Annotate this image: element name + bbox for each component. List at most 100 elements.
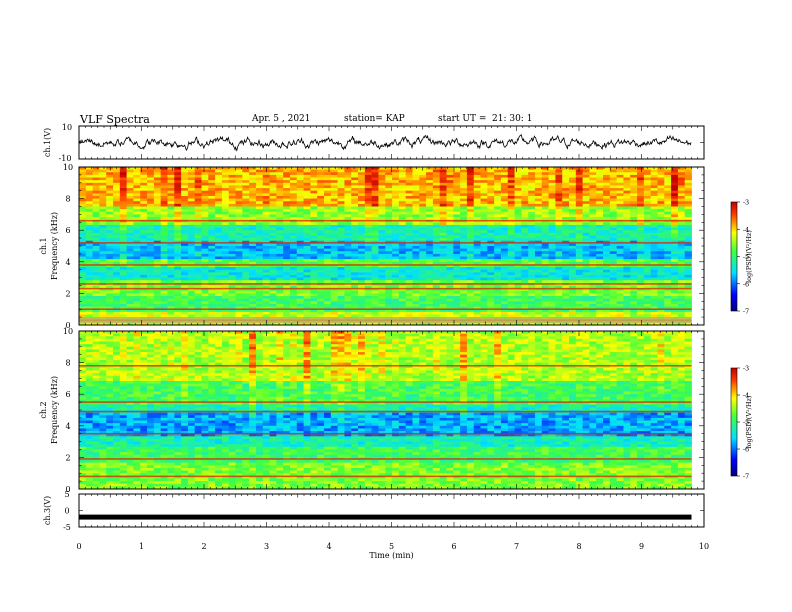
spectrogram-cell xyxy=(432,195,441,199)
spectrogram-cell xyxy=(330,309,339,313)
spectrogram-cell xyxy=(616,195,624,199)
spectrogram-cell xyxy=(208,185,216,189)
spectrogram-cell xyxy=(507,301,515,305)
spectrogram-cell xyxy=(603,174,611,178)
spectrogram-cell xyxy=(657,195,665,199)
spectrogram-cell xyxy=(255,201,264,205)
spectrogram-cell xyxy=(385,290,393,294)
spectrogram-cell xyxy=(684,303,692,307)
spectrogram-cell xyxy=(596,253,604,257)
spectrogram-cell xyxy=(378,190,386,194)
spectrogram-cell xyxy=(569,172,577,176)
spectrogram-cell xyxy=(167,311,175,315)
spectrogram-cell xyxy=(623,227,631,231)
spectrogram-cell xyxy=(385,261,393,265)
spectrogram-cell xyxy=(153,269,162,273)
spectrogram-cell xyxy=(500,251,509,255)
spectrogram-cell xyxy=(358,238,366,242)
spectrogram-cell xyxy=(249,280,257,284)
spectrogram-cell xyxy=(507,264,515,268)
spectrogram-cell xyxy=(473,209,481,213)
spectrogram-cell xyxy=(664,251,672,255)
spectrogram-cell xyxy=(208,298,216,302)
spectrogram-cell xyxy=(643,185,652,189)
spectrogram-cell xyxy=(317,290,325,294)
spectrogram-cell xyxy=(140,269,148,273)
spectrogram-cell xyxy=(126,198,134,202)
spectrogram-cell xyxy=(630,193,638,197)
spectrogram-cell xyxy=(609,248,618,252)
spectrogram-cell xyxy=(616,298,624,302)
spectrogram-cell xyxy=(548,256,556,260)
spectrogram-cell xyxy=(650,248,658,252)
spectrogram-cell xyxy=(643,188,652,192)
spectrogram-cell xyxy=(119,195,128,199)
spectrogram-cell xyxy=(276,190,284,194)
spectrogram-cell xyxy=(405,195,413,199)
spectrogram-cell xyxy=(174,259,182,263)
spectrogram-cell xyxy=(582,232,590,236)
spectrogram-cell xyxy=(453,293,461,297)
spectrogram-cell xyxy=(330,201,339,205)
spectrogram-cell xyxy=(249,238,257,242)
spectrogram-cell xyxy=(317,301,325,305)
spectrogram-cell xyxy=(92,230,100,234)
spectrogram-cell xyxy=(371,243,379,247)
spectrogram-cell xyxy=(541,272,549,276)
spectrogram-cell xyxy=(337,267,345,271)
spectrogram-cell xyxy=(657,303,665,307)
spectrogram-cell xyxy=(235,293,243,297)
spectrogram-cell xyxy=(269,243,277,247)
spectrogram-cell xyxy=(303,190,311,194)
spectrogram-cell xyxy=(569,190,577,194)
spectrogram-cell xyxy=(167,185,175,189)
spectrogram-cell xyxy=(126,243,134,247)
spectrogram-cell xyxy=(555,285,563,289)
spectrogram-cell xyxy=(609,214,618,218)
spectrogram-cell xyxy=(337,177,345,181)
spectrogram-cell xyxy=(650,211,658,215)
spectrogram-cell xyxy=(671,256,679,260)
spectrogram-cell xyxy=(684,296,692,300)
spectrogram-cell xyxy=(181,290,189,294)
spectrogram-cell xyxy=(507,269,515,273)
spectrogram-cell xyxy=(405,264,413,268)
spectrogram-cell xyxy=(344,256,352,260)
spectrogram-cell xyxy=(242,224,250,228)
spectrogram-cell xyxy=(487,277,495,281)
spectrogram-cell xyxy=(432,303,441,307)
spectrogram-cell xyxy=(555,209,563,213)
spectrogram-cell xyxy=(603,209,611,213)
spectrogram-cell xyxy=(310,188,318,192)
spectrogram-cell xyxy=(262,214,270,218)
spectrogram-cell xyxy=(439,298,447,302)
spectrogram-cell xyxy=(684,214,692,218)
spectrogram-cell xyxy=(582,269,590,273)
spectrogram-cell xyxy=(358,224,366,228)
spectrogram-cell xyxy=(514,214,522,218)
spectrogram-cell xyxy=(480,261,488,265)
spectrogram-cell xyxy=(596,182,604,186)
spectrogram-cell xyxy=(92,256,100,260)
spectrogram-cell xyxy=(228,222,236,226)
spectrogram-cell xyxy=(194,167,202,171)
spectrogram-cell xyxy=(126,246,134,250)
spectrogram-cell xyxy=(684,211,692,215)
spectrogram-cell xyxy=(466,230,475,234)
spectrogram-cell xyxy=(324,235,332,239)
spectrogram-cell xyxy=(432,251,441,255)
spectrogram-cell xyxy=(657,214,665,218)
spectrogram-cell xyxy=(140,253,148,257)
spectrogram-cell xyxy=(201,303,209,307)
spectrogram-cell xyxy=(684,238,692,242)
spectrogram-cell xyxy=(269,259,277,263)
spectrogram-cell xyxy=(249,272,257,276)
spectrogram-cell xyxy=(677,190,686,194)
spectrogram-cell xyxy=(589,211,597,215)
spectrogram-cell xyxy=(221,256,230,260)
spectrogram-cell xyxy=(167,169,175,173)
spectrogram-cell xyxy=(378,285,386,289)
spectrogram-cell xyxy=(255,288,264,292)
spectrogram-cell xyxy=(133,211,141,215)
spectrogram-cell xyxy=(235,232,243,236)
